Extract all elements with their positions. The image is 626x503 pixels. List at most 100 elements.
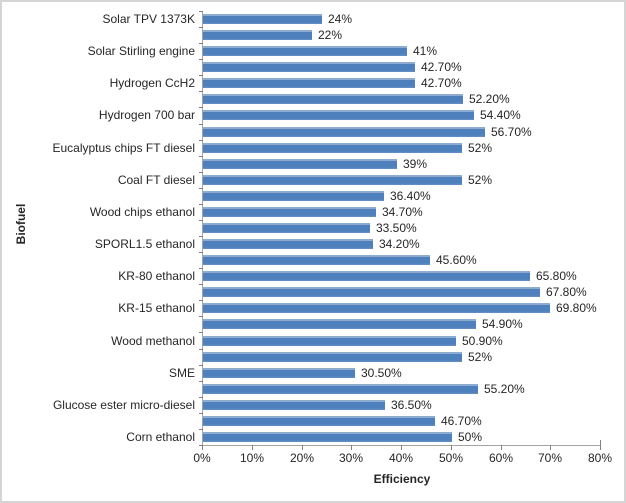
category-axis-tick (199, 445, 203, 446)
bar-value-label: 22% (318, 28, 343, 42)
category-label: Solar Stirling engine (87, 44, 195, 58)
bar (203, 319, 476, 329)
category-axis-tick (199, 316, 203, 317)
value-axis-tick-label: 20% (289, 451, 315, 465)
category-label: Solar TPV 1373K (102, 12, 195, 26)
category-axis-tick (199, 268, 203, 269)
category-label: Hydrogen 700 bar (98, 108, 195, 122)
category-axis-tick (199, 284, 203, 285)
bar-value-label: 65.80% (536, 269, 577, 283)
category-axis-tick (199, 59, 203, 60)
bar-value-label: 36.40% (390, 189, 431, 203)
category-label: Corn ethanol (126, 430, 195, 444)
bar (203, 400, 385, 410)
bar (203, 271, 530, 281)
category-label: KR-80 ethanol (118, 269, 195, 283)
bar (203, 432, 452, 442)
bar-value-label: 42.70% (421, 60, 462, 74)
bar-value-label: 50% (458, 430, 483, 444)
category-axis-tick (199, 107, 203, 108)
value-axis-tick (600, 445, 601, 450)
bar-value-label: 34.20% (379, 237, 420, 251)
value-axis-tick-label: 10% (239, 451, 265, 465)
category-axis-tick (199, 91, 203, 92)
bar-value-label: 42.70% (421, 76, 462, 90)
category-axis-tick (199, 413, 203, 414)
category-axis-tick (199, 75, 203, 76)
bar (203, 30, 312, 40)
bar-value-label: 56.70% (491, 125, 532, 139)
bar-value-label: 39% (403, 157, 428, 171)
value-axis-tick (501, 445, 502, 450)
bar (203, 191, 384, 201)
value-axis-tick-label: 30% (338, 451, 364, 465)
category-axis-tick (199, 172, 203, 173)
value-axis-tick (451, 445, 452, 450)
bar-value-label: 67.80% (546, 285, 587, 299)
category-label: SME (168, 366, 195, 380)
category-axis-tick (199, 381, 203, 382)
axis-end-tick (600, 440, 601, 445)
category-axis-line (202, 11, 203, 450)
value-axis-tick (252, 445, 253, 450)
bar (203, 239, 373, 249)
bar (203, 416, 435, 426)
category-label: Coal FT diesel (117, 173, 195, 187)
bar-value-label: 24% (328, 12, 353, 26)
category-axis-tick (199, 140, 203, 141)
bar-value-label: 46.70% (441, 414, 482, 428)
category-axis-tick (199, 124, 203, 125)
category-axis-tick (199, 332, 203, 333)
bar (203, 127, 485, 137)
value-axis-tick (202, 445, 203, 450)
bar (203, 255, 430, 265)
category-axis-tick (199, 11, 203, 12)
value-axis-tick-label: 80% (587, 451, 613, 465)
category-label: Wood chips ethanol (89, 205, 195, 219)
bar-value-label: 69.80% (556, 301, 597, 315)
category-axis-tick (199, 188, 203, 189)
category-label: Glucose ester micro-diesel (52, 398, 195, 412)
category-axis-tick (199, 429, 203, 430)
value-axis-tick (401, 445, 402, 450)
bar-value-label: 54.90% (482, 317, 523, 331)
bar (203, 94, 463, 104)
category-axis-tick (199, 220, 203, 221)
bar (203, 159, 397, 169)
bar (203, 46, 407, 56)
value-axis-tick-label: 50% (438, 451, 464, 465)
category-label: SPORL1.5 ethanol (94, 237, 195, 251)
bar (203, 62, 415, 72)
bar (203, 207, 376, 217)
bar (203, 175, 462, 185)
category-axis-tick (199, 236, 203, 237)
category-axis-tick (199, 349, 203, 350)
bar (203, 336, 456, 346)
bar-value-label: 50.90% (462, 334, 503, 348)
bar-value-label: 52.20% (469, 92, 510, 106)
bar (203, 14, 322, 24)
bar-value-label: 36.50% (391, 398, 432, 412)
bar-value-label: 52% (468, 173, 493, 187)
category-axis-tick (199, 300, 203, 301)
bar-value-label: 45.60% (436, 253, 477, 267)
category-axis-tick (199, 43, 203, 44)
value-axis-tick (302, 445, 303, 450)
value-axis-tick-label: 60% (488, 451, 514, 465)
bar-value-label: 30.50% (361, 366, 402, 380)
category-axis-tick (199, 252, 203, 253)
bar (203, 78, 415, 88)
value-axis-tick-label: 40% (388, 451, 414, 465)
bar-value-label: 34.70% (382, 205, 423, 219)
bar (203, 368, 355, 378)
category-label: Hydrogen CcH2 (109, 76, 195, 90)
bar-value-label: 52% (468, 350, 493, 364)
value-axis-tick-label: 70% (537, 451, 563, 465)
category-axis-tick (199, 204, 203, 205)
bar (203, 143, 462, 153)
category-label: Eucalyptus chips FT diesel (52, 141, 195, 155)
value-axis-tick (351, 445, 352, 450)
bar-value-label: 55.20% (484, 382, 525, 396)
